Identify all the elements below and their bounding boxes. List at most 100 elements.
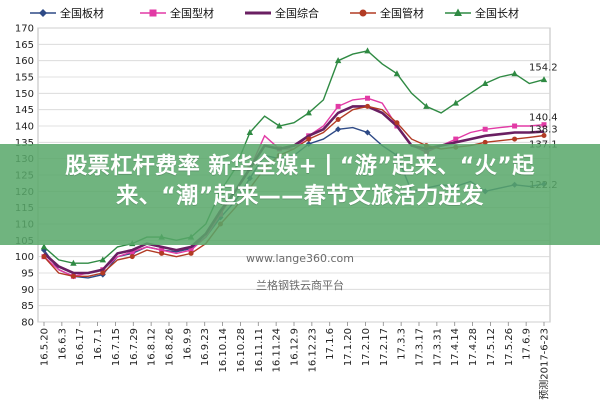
data-point bbox=[364, 129, 371, 136]
x-tick-label: 预测2017-6-23 bbox=[538, 328, 551, 400]
y-tick-label: 145 bbox=[15, 105, 34, 116]
x-tick-label: 16.11.11 bbox=[254, 328, 265, 373]
x-tick-label: 16.6.3 bbox=[57, 328, 68, 360]
data-point bbox=[129, 249, 135, 255]
data-point bbox=[276, 122, 283, 129]
legend-marker bbox=[454, 8, 462, 16]
headline-text: 股票杠杆费率 新华全媒+丨“游”起来、“火”起 来、“潮”起来——春节文旅活力迸… bbox=[0, 152, 600, 212]
data-point bbox=[394, 120, 400, 126]
data-point bbox=[70, 273, 76, 279]
data-point bbox=[482, 139, 488, 145]
legend-marker bbox=[359, 9, 367, 17]
x-tick-label: 17.5.26 bbox=[504, 328, 515, 366]
y-tick-label: 100 bbox=[15, 252, 34, 263]
legend-label: 全国综合 bbox=[275, 6, 319, 20]
data-point bbox=[335, 116, 341, 122]
data-point bbox=[393, 70, 401, 77]
x-tick-label: 17.6.9 bbox=[522, 328, 533, 360]
data-point bbox=[99, 256, 107, 263]
legend-label: 全国管材 bbox=[380, 6, 424, 20]
x-tick-label: 17.5.12 bbox=[486, 328, 497, 366]
x-tick-label: 16.8.12 bbox=[147, 328, 158, 366]
y-tick-label: 160 bbox=[15, 56, 34, 67]
watermark-name: 兰格钢铁云商平台 bbox=[256, 279, 344, 292]
x-tick-label: 17.2.10 bbox=[361, 328, 372, 366]
x-tick-label: 17.4.28 bbox=[468, 328, 479, 366]
x-tick-label: 16.7.29 bbox=[129, 328, 140, 366]
x-tick-label: 16.9.9 bbox=[182, 328, 193, 360]
data-point bbox=[129, 254, 135, 260]
y-tick-label: 170 bbox=[15, 24, 34, 35]
data-point bbox=[541, 132, 547, 138]
headline-banner bbox=[0, 144, 600, 245]
x-tick-label: 16.11.24 bbox=[272, 328, 283, 373]
data-point bbox=[335, 103, 341, 109]
y-tick-label: 95 bbox=[21, 269, 34, 280]
data-point bbox=[365, 103, 371, 109]
legend: 全国板材 全国型材 全国综合 全国管材 全国长材 bbox=[30, 6, 519, 20]
y-tick-label: 85 bbox=[21, 301, 34, 312]
data-point bbox=[100, 270, 106, 276]
data-point bbox=[159, 250, 165, 256]
data-point bbox=[306, 136, 312, 142]
data-point bbox=[453, 136, 459, 142]
x-tick-label: 16.7.1 bbox=[93, 328, 104, 360]
x-tick-label: 17.3.31 bbox=[432, 328, 443, 366]
data-point bbox=[40, 243, 48, 250]
legend-marker bbox=[39, 9, 47, 17]
end-label: 140.4 bbox=[529, 113, 558, 124]
x-tick-label: 17.3.3 bbox=[397, 328, 408, 360]
x-axis: 16.5.20 16.6.3 16.6.17 16.7.1 16.7.15 16.7.29… bbox=[40, 322, 551, 400]
x-tick-label: 16.9.23 bbox=[200, 328, 211, 366]
data-point bbox=[540, 76, 548, 83]
x-tick-label: 16.5.20 bbox=[40, 328, 51, 366]
data-point bbox=[452, 99, 459, 106]
data-point bbox=[481, 80, 489, 87]
data-point bbox=[246, 129, 254, 136]
x-tick-label: 16.8.26 bbox=[165, 328, 176, 366]
y-tick-label: 165 bbox=[15, 40, 34, 51]
data-point bbox=[70, 259, 77, 266]
y-tick-label: 140 bbox=[15, 122, 34, 133]
legend-label: 全国板材 bbox=[60, 6, 104, 20]
x-tick-label: 17.4.14 bbox=[450, 328, 461, 366]
y-tick-label: 80 bbox=[21, 318, 34, 329]
data-point bbox=[335, 126, 342, 133]
data-point bbox=[365, 95, 371, 101]
x-tick-label: 17.1.6 bbox=[325, 328, 336, 360]
x-tick-label: 16.10.28 bbox=[236, 328, 247, 373]
y-tick-label: 135 bbox=[15, 138, 34, 149]
data-point bbox=[423, 102, 430, 109]
x-tick-label: 16.12.23 bbox=[307, 328, 318, 373]
x-tick-label: 16.12.9 bbox=[290, 328, 301, 366]
data-point bbox=[188, 247, 194, 253]
x-tick-label: 17.2.17 bbox=[379, 328, 390, 366]
data-point bbox=[364, 47, 371, 54]
watermark-url: www.lange360.com bbox=[246, 252, 354, 265]
data-point bbox=[512, 123, 518, 129]
x-tick-label: 17.3.17 bbox=[415, 328, 426, 366]
data-point bbox=[188, 250, 194, 256]
data-point bbox=[334, 57, 342, 64]
data-point bbox=[482, 126, 488, 132]
x-tick-label: 17.1.20 bbox=[343, 328, 354, 366]
data-point bbox=[305, 109, 312, 116]
legend-label: 全国长材 bbox=[475, 6, 519, 20]
end-label: 138.3 bbox=[529, 125, 558, 136]
y-tick-label: 90 bbox=[21, 285, 34, 296]
y-tick-label: 150 bbox=[15, 89, 34, 100]
data-point bbox=[511, 70, 518, 77]
data-point bbox=[541, 122, 547, 128]
data-point bbox=[512, 136, 518, 142]
legend-label: 全国型材 bbox=[170, 6, 214, 20]
data-point bbox=[159, 247, 165, 253]
x-tick-label: 16.7.15 bbox=[111, 328, 122, 366]
end-label: 154.2 bbox=[529, 63, 558, 74]
headline-line-2: 来、“潮”起来——春节文旅活力迸发 bbox=[116, 184, 484, 209]
y-tick-label: 155 bbox=[15, 73, 34, 84]
x-tick-label: 16.10.14 bbox=[218, 328, 229, 373]
legend-marker bbox=[149, 9, 157, 17]
data-point bbox=[41, 254, 47, 260]
x-tick-label: 16.6.17 bbox=[75, 328, 86, 366]
